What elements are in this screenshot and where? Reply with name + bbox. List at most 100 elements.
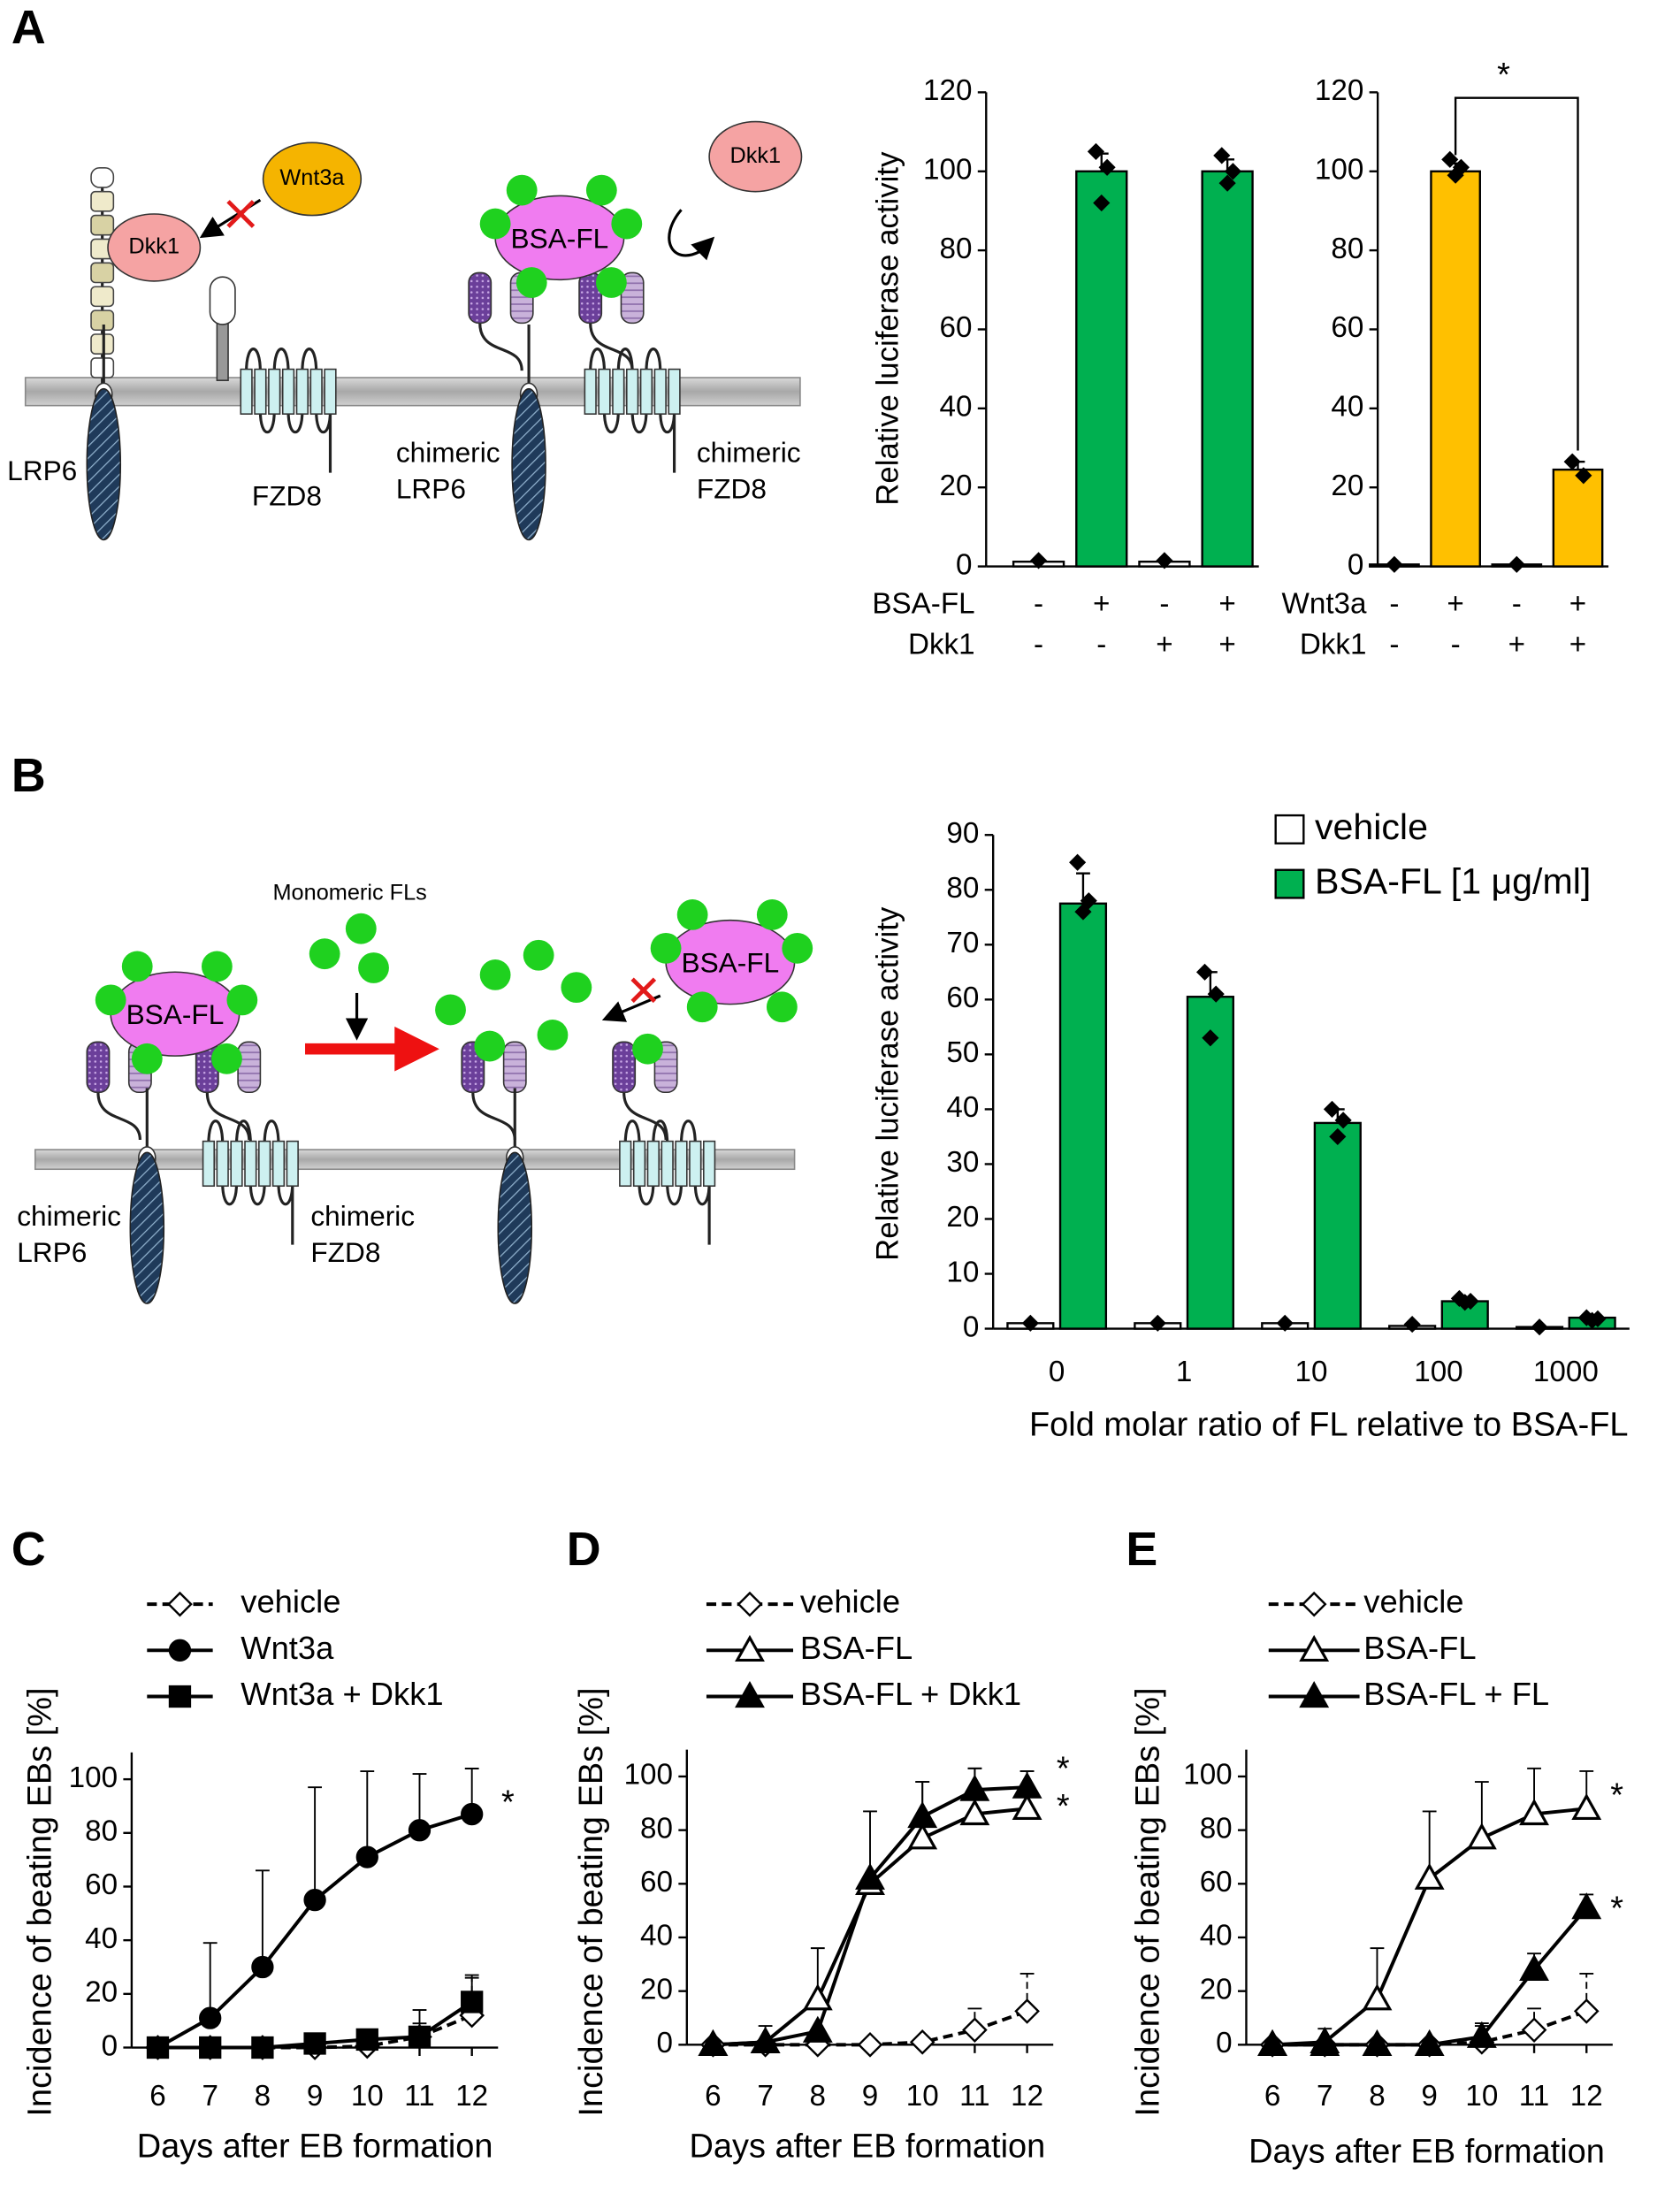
ligand-label: BSA-FL	[511, 222, 609, 254]
marker	[1571, 1892, 1602, 1920]
y-tick-label: 80	[940, 233, 973, 265]
diagram-a: Dkk1 Wnt3a LRP6 FZD8 BSA-FL Dkk1 chimeri…	[7, 120, 803, 542]
x-axis-label: Fold molar ratio of FL relative to BSA-F…	[1029, 1406, 1629, 1443]
x-tick-label: 8	[1369, 2080, 1385, 2113]
marker	[199, 2036, 222, 2059]
y-axis-label: Incidence of beating EBs [%]	[573, 1687, 610, 2116]
ligand-label: Wnt3a	[279, 165, 345, 190]
data-point	[1329, 1127, 1347, 1146]
condition-name: Dkk1	[908, 628, 975, 661]
panel-label: E	[1126, 1523, 1157, 1576]
note: Monomeric FLs	[272, 880, 426, 905]
x-tick-label: 100	[1414, 1356, 1462, 1388]
data-point	[1584, 1311, 1601, 1329]
data-point	[1087, 142, 1105, 160]
wnt3a	[262, 141, 363, 217]
lrp6	[85, 167, 122, 542]
marker	[355, 2028, 378, 2052]
data-point	[1323, 1100, 1341, 1118]
marker	[1362, 1983, 1393, 2011]
data-point	[1093, 194, 1111, 212]
data-point	[1508, 555, 1525, 573]
condition-value: +	[1569, 588, 1586, 621]
legend-label: Wnt3a + Dkk1	[241, 1676, 443, 1712]
y-tick-label: 120	[1315, 74, 1363, 107]
x-axis-label: Days after EB formation	[137, 2128, 493, 2165]
bar	[1186, 996, 1234, 1330]
receptor-label: LRP6	[17, 1236, 87, 1268]
ligand-label: Dkk1	[128, 234, 179, 259]
receptor-label: chimeric	[697, 436, 801, 468]
x-tick-label: 11	[404, 2080, 434, 2113]
y-tick-label: 100	[69, 1761, 118, 1794]
marker	[251, 2036, 274, 2059]
x-tick-label: 12	[1570, 2080, 1603, 2113]
marker	[959, 1774, 990, 1801]
marker	[1257, 2029, 1288, 2056]
marker	[355, 1845, 378, 1868]
marker	[303, 2032, 326, 2055]
y-tick-label: 80	[1200, 1812, 1233, 1845]
marker	[907, 1801, 938, 1829]
ligand-label: Dkk1	[729, 143, 781, 168]
y-tick-label: 40	[940, 391, 973, 424]
significance-bracket	[1454, 96, 1579, 451]
y-tick-label: 40	[1331, 391, 1363, 424]
y-tick-label: 100	[624, 1759, 673, 1792]
diagram-b: BSA-FL Monomeric FLs BSA-FL chimeric LRP…	[17, 880, 813, 1305]
x-tick-label: 12	[455, 2080, 488, 2113]
panel-label: B	[11, 749, 46, 802]
y-tick-label: 60	[640, 1866, 673, 1899]
x-axis-label: Days after EB formation	[1249, 2134, 1605, 2171]
y-tick-label: 20	[640, 1973, 673, 2006]
condition-value: -	[1451, 628, 1461, 661]
condition-value: +	[1218, 628, 1235, 661]
legend-marker	[735, 1681, 765, 1708]
condition-value: -	[1159, 588, 1169, 621]
data-point	[1276, 1314, 1294, 1332]
marker	[909, 2029, 935, 2055]
annotation: *	[1057, 1750, 1070, 1787]
x-tick-label: 9	[862, 2080, 878, 2113]
marker	[802, 1983, 833, 2011]
legend-marker	[168, 1639, 192, 1662]
marker	[1310, 2029, 1340, 2056]
data-point	[1098, 158, 1116, 176]
marker	[959, 1798, 990, 1826]
y-tick-label: 40	[1200, 1920, 1233, 1952]
data-point	[1531, 1318, 1548, 1336]
data-point	[1456, 1294, 1474, 1311]
y-tick-label: 0	[963, 1310, 979, 1343]
x-tick-label: 11	[1519, 2080, 1549, 2113]
x-tick-label: 10	[351, 2080, 384, 2113]
marker	[199, 2006, 222, 2029]
bar	[1075, 170, 1128, 568]
legend-label: BSA-FL	[1363, 1630, 1476, 1666]
y-tick-label: 50	[946, 1036, 979, 1069]
x-tick-label: 9	[307, 2080, 323, 2113]
y-axis-label: Incidence of beating EBs [%]	[22, 1687, 59, 2116]
data-point	[1195, 963, 1214, 981]
data-point	[1149, 1314, 1166, 1332]
legend-label: vehicle	[1363, 1584, 1463, 1620]
marker	[1571, 1792, 1602, 1821]
data-point	[1030, 552, 1048, 569]
receptor-label: chimeric	[17, 1200, 121, 1232]
marker	[1466, 1822, 1497, 1850]
marker	[1519, 1953, 1549, 1982]
y-tick-label: 0	[657, 2027, 673, 2059]
panel-label: C	[11, 1523, 46, 1576]
legend-label: BSA-FL	[800, 1630, 913, 1666]
arrow	[668, 209, 715, 261]
condition-value: +	[1569, 628, 1586, 661]
data-point	[1207, 985, 1225, 1003]
y-axis-label: Relative luciferase activity	[871, 906, 905, 1261]
legend-swatch	[1274, 814, 1305, 844]
marker	[857, 2032, 883, 2058]
x-tick-label: 6	[705, 2080, 721, 2113]
data-point	[1021, 1314, 1039, 1332]
condition-value: +	[1447, 588, 1463, 621]
marker	[408, 1819, 431, 1842]
y-tick-label: 60	[1200, 1866, 1233, 1899]
